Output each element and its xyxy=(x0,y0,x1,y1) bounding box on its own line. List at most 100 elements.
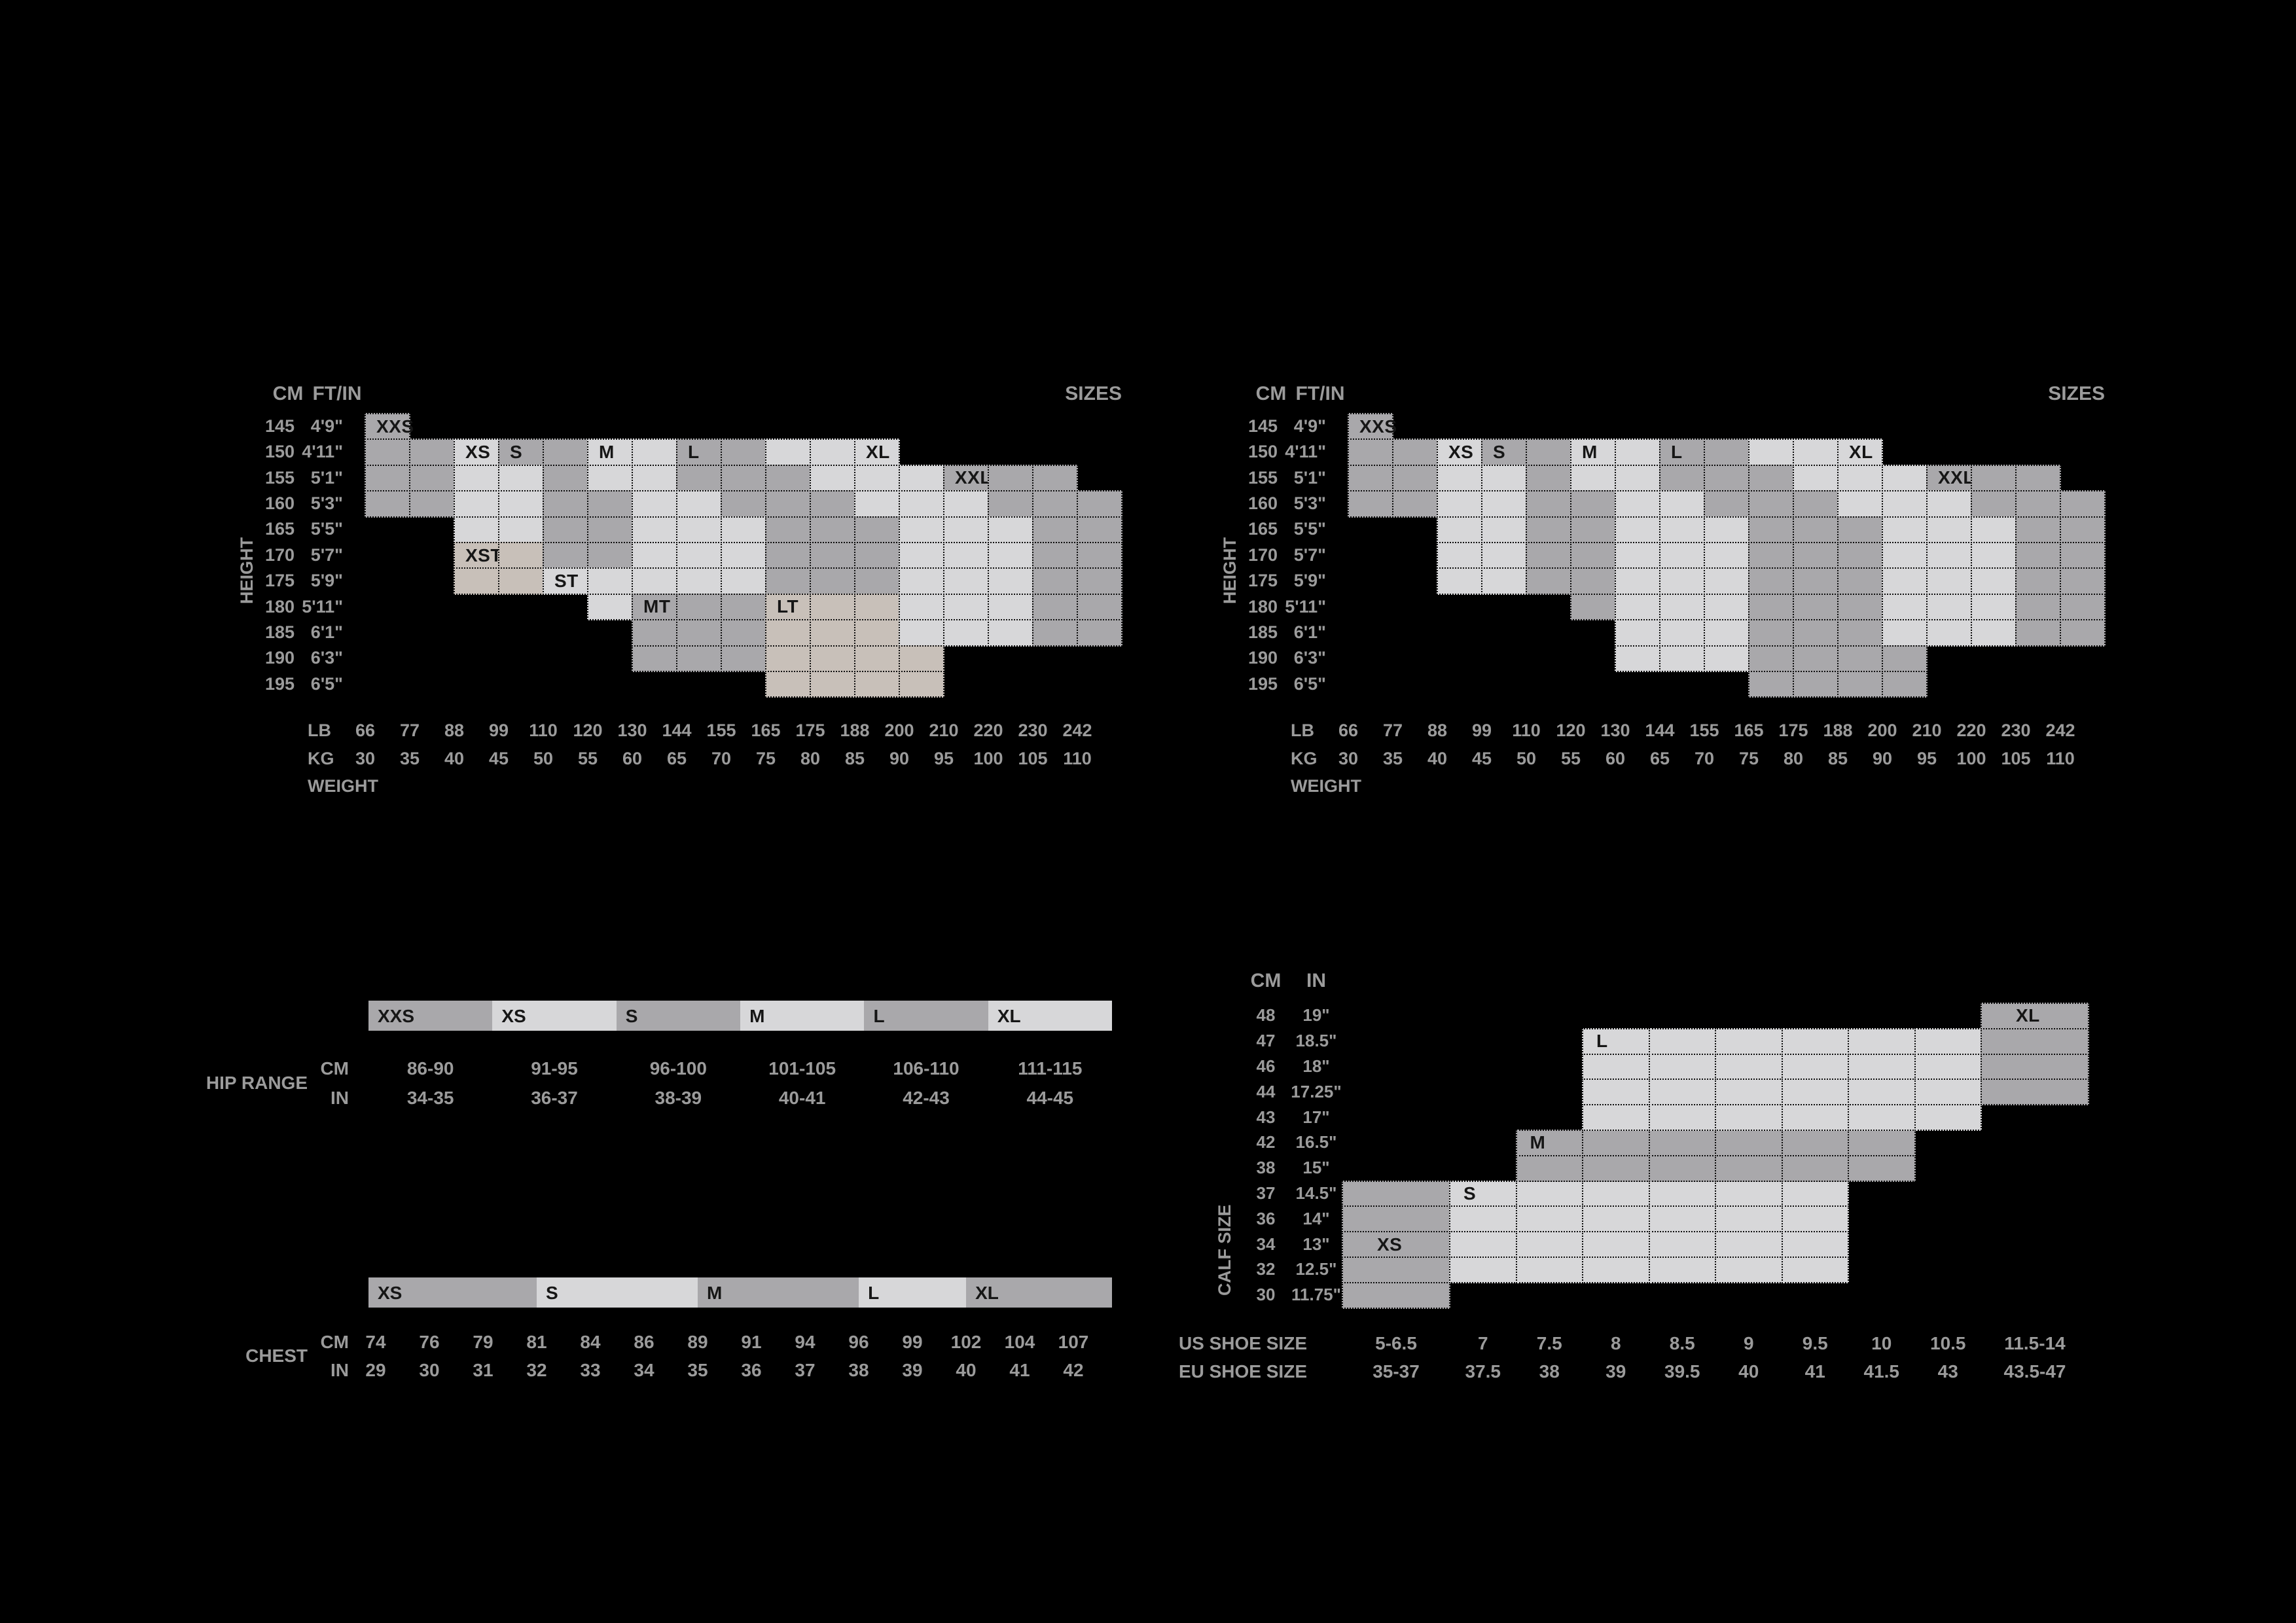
size-cell-label: XXS xyxy=(376,416,414,437)
size-cell xyxy=(1837,593,1883,621)
size-cell xyxy=(721,593,766,621)
eu-shoe-size-value: 39 xyxy=(1605,1361,1626,1382)
calf-size-cell xyxy=(1715,1257,1783,1283)
weight-tick-kg: 75 xyxy=(755,749,776,768)
weight-tick-kg: 90 xyxy=(889,749,910,768)
height-tick-ftin: 6'1" xyxy=(310,622,343,642)
weight-tick-kg: 35 xyxy=(1382,749,1403,768)
weight-tick-kg: 110 xyxy=(2046,749,2075,768)
size-cell xyxy=(1971,542,2017,569)
size-cell xyxy=(1570,464,1616,492)
size-cell: L xyxy=(1659,438,1705,466)
calf-tick-in: 17.25" xyxy=(1291,1081,1342,1101)
size-cell xyxy=(2015,567,2061,595)
size-cell xyxy=(676,464,722,492)
chest-cm-value: 84 xyxy=(580,1332,601,1352)
hip-bar-segment: L xyxy=(864,1001,988,1031)
height-tick-ftin: 5'3" xyxy=(310,493,343,513)
size-cell xyxy=(1748,567,1794,595)
size-cell xyxy=(632,542,677,569)
hip-cm-value: 111-115 xyxy=(1018,1058,1083,1079)
calf-tick-in: 15" xyxy=(1302,1158,1330,1178)
weight-tick-kg: 45 xyxy=(488,749,509,768)
eu-shoe-size-value: 39.5 xyxy=(1664,1361,1700,1382)
calf-size-cell xyxy=(1582,1053,1650,1080)
calf-size-cell xyxy=(1342,1257,1450,1283)
size-cell xyxy=(1032,619,1078,647)
us-shoe-size-value: 8.5 xyxy=(1669,1333,1695,1353)
size-cell xyxy=(810,516,855,543)
weight-tick-kg: 75 xyxy=(1738,749,1759,768)
size-cell xyxy=(1926,567,1972,595)
chest-in-value: 40 xyxy=(956,1360,977,1380)
us-shoe-size-value: 7.5 xyxy=(1536,1333,1562,1353)
size-cell xyxy=(1032,567,1078,595)
size-cell xyxy=(1926,542,1972,569)
calf-size-cell xyxy=(1781,1257,1849,1283)
height-tick-ftin: 5'11" xyxy=(1285,596,1326,616)
size-cell xyxy=(1748,464,1794,492)
chest-row-label: CHEST xyxy=(245,1346,308,1366)
size-cell xyxy=(721,464,766,492)
size-cell xyxy=(1704,645,1749,672)
size-cell xyxy=(498,542,544,569)
hip-bar-size-label: XS xyxy=(501,1006,526,1026)
size-cell: MT xyxy=(632,593,677,621)
size-cell xyxy=(1481,516,1527,543)
size-cell xyxy=(543,490,588,518)
size-cell xyxy=(765,671,811,698)
size-cell xyxy=(1837,619,1883,647)
weight-tick-lb: 242 xyxy=(2045,721,2075,740)
chest-cm-value: 79 xyxy=(473,1332,493,1352)
size-cell: XXS xyxy=(365,413,414,440)
size-cell xyxy=(2060,619,2106,647)
calf-size-cell xyxy=(1515,1257,1583,1283)
weight-tick-kg: 90 xyxy=(1872,749,1893,768)
size-cell: XXL xyxy=(943,464,991,492)
calf-size-cell xyxy=(1914,1104,1982,1131)
size-cell xyxy=(1704,619,1749,647)
height-tick-ftin: 5'9" xyxy=(310,571,343,591)
eu-shoe-size-value: 38 xyxy=(1539,1361,1560,1382)
size-cell-label: XXL xyxy=(1938,467,1975,488)
size-cell xyxy=(1615,593,1660,621)
hip-bar-segment: S xyxy=(616,1001,741,1031)
calf-tick-in: 18" xyxy=(1302,1056,1330,1076)
height-tick-cm: 145 xyxy=(1247,416,1278,436)
size-cell xyxy=(1882,671,1928,698)
size-cell xyxy=(409,464,455,492)
size-cell xyxy=(1748,593,1794,621)
size-cell-label: XST xyxy=(465,544,502,565)
size-cell-label: LT xyxy=(777,596,799,617)
chest-cm-value: 94 xyxy=(795,1332,816,1352)
weight-tick-kg: 50 xyxy=(533,749,554,768)
height-tick-cm: 160 xyxy=(264,493,295,513)
chest-bar-size-label: XS xyxy=(378,1283,403,1303)
weight-tick-lb: 210 xyxy=(929,721,959,740)
weight-tick-lb: 130 xyxy=(1600,721,1630,740)
calf-size-cell: S xyxy=(1449,1180,1517,1207)
calf-size-cell xyxy=(1781,1104,1849,1131)
calf-size-cell xyxy=(1781,1027,1849,1055)
weight-tick-lb: 66 xyxy=(1338,721,1359,740)
weight-tick-kg: 70 xyxy=(1694,749,1715,768)
size-cell xyxy=(988,464,1033,492)
calf-tick-cm: 32 xyxy=(1256,1259,1276,1279)
us-shoe-size-value: 10.5 xyxy=(1930,1333,1966,1353)
size-cell xyxy=(543,438,588,466)
size-cell: M xyxy=(587,438,633,466)
calf-size-cell xyxy=(1515,1180,1583,1207)
size-cell xyxy=(988,567,1033,595)
weight-tick-lb: 200 xyxy=(884,721,914,740)
size-cell xyxy=(632,464,677,492)
calf-tick-cm: 48 xyxy=(1256,1005,1276,1026)
weight-tick-lb: 175 xyxy=(1778,721,1808,740)
size-cell xyxy=(721,490,766,518)
chest-in-value: 36 xyxy=(741,1360,762,1380)
calf-size-cell xyxy=(1781,1231,1849,1258)
size-cell xyxy=(899,542,944,569)
calf-size-cell xyxy=(1781,1053,1849,1080)
weight-tick-kg: 100 xyxy=(1956,749,1986,768)
weight-tick-kg: 35 xyxy=(399,749,420,768)
size-cell xyxy=(2060,490,2106,518)
